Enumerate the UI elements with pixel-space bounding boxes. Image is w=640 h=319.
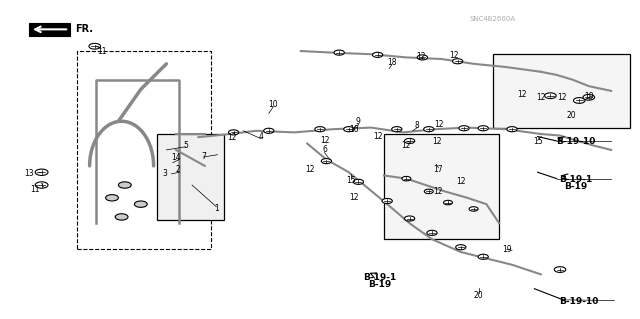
Text: 9: 9: [356, 117, 361, 126]
Circle shape: [392, 127, 402, 132]
Text: 11: 11: [98, 47, 107, 56]
Text: 17: 17: [433, 165, 444, 174]
Text: 18: 18: [387, 58, 396, 67]
Text: 12: 12: [456, 177, 465, 186]
Text: B-19-1: B-19-1: [559, 175, 593, 184]
Circle shape: [115, 214, 128, 220]
Text: 4: 4: [259, 132, 264, 141]
Text: 2: 2: [175, 165, 180, 174]
Circle shape: [228, 130, 239, 135]
Text: 15: 15: [532, 137, 543, 146]
Circle shape: [344, 127, 354, 132]
Text: B-19: B-19: [368, 280, 391, 289]
Text: 1: 1: [214, 204, 219, 213]
Text: B-19: B-19: [564, 182, 588, 191]
Text: 12: 12: [320, 137, 329, 145]
Text: 5: 5: [183, 141, 188, 150]
Text: 12: 12: [433, 137, 442, 146]
Text: SNC4B2600A: SNC4B2600A: [470, 16, 516, 22]
Text: 6: 6: [322, 145, 327, 154]
Text: 10: 10: [268, 100, 278, 109]
Text: 11: 11: [31, 185, 40, 194]
Text: 13: 13: [24, 169, 34, 178]
Circle shape: [106, 195, 118, 201]
Circle shape: [134, 201, 147, 207]
Circle shape: [321, 159, 332, 164]
Text: 12: 12: [450, 51, 459, 60]
Text: 12: 12: [536, 93, 545, 102]
Text: 19: 19: [584, 92, 594, 101]
Circle shape: [35, 169, 48, 175]
Text: 12: 12: [228, 133, 237, 142]
Text: 12: 12: [349, 193, 358, 202]
Text: 12: 12: [557, 93, 566, 102]
Circle shape: [89, 43, 100, 49]
Text: 20: 20: [566, 111, 577, 120]
Circle shape: [427, 230, 437, 235]
Text: 12: 12: [402, 141, 411, 150]
Circle shape: [507, 127, 517, 132]
Text: 19: 19: [502, 245, 512, 254]
FancyBboxPatch shape: [493, 54, 630, 128]
Circle shape: [118, 182, 131, 188]
FancyBboxPatch shape: [384, 134, 499, 239]
Circle shape: [545, 93, 556, 99]
Text: 14: 14: [171, 153, 181, 162]
Text: 8: 8: [415, 121, 420, 130]
Circle shape: [372, 52, 383, 57]
Circle shape: [334, 50, 344, 55]
Text: 12: 12: [416, 52, 425, 61]
Circle shape: [382, 198, 392, 204]
Circle shape: [469, 207, 478, 211]
Circle shape: [402, 176, 411, 181]
Circle shape: [417, 55, 428, 60]
Text: 15: 15: [346, 176, 356, 185]
Circle shape: [583, 94, 595, 100]
Text: 20: 20: [474, 291, 484, 300]
Circle shape: [478, 254, 488, 259]
Text: 7: 7: [201, 152, 206, 161]
Circle shape: [459, 126, 469, 131]
Circle shape: [264, 128, 274, 133]
Circle shape: [35, 182, 48, 188]
Text: 12: 12: [517, 90, 526, 99]
Circle shape: [478, 126, 488, 131]
Text: 12: 12: [373, 132, 382, 141]
Circle shape: [554, 267, 566, 272]
Text: B-19-10: B-19-10: [559, 297, 599, 306]
Text: 3: 3: [163, 169, 168, 178]
Text: FR.: FR.: [76, 24, 93, 34]
Circle shape: [353, 179, 364, 184]
Text: 16: 16: [349, 125, 359, 134]
Circle shape: [404, 216, 415, 221]
Text: 12: 12: [435, 120, 444, 129]
FancyBboxPatch shape: [157, 134, 224, 220]
Text: 12: 12: [433, 187, 442, 196]
Circle shape: [456, 245, 466, 250]
Text: 12: 12: [306, 165, 315, 174]
Text: B-19-10: B-19-10: [556, 137, 596, 146]
Circle shape: [573, 98, 585, 103]
Bar: [29, 23, 70, 36]
Text: B-19-1: B-19-1: [363, 273, 396, 282]
Circle shape: [424, 127, 434, 132]
Circle shape: [404, 138, 415, 144]
Circle shape: [424, 189, 433, 194]
Circle shape: [452, 59, 463, 64]
Circle shape: [444, 200, 452, 205]
Circle shape: [315, 127, 325, 132]
